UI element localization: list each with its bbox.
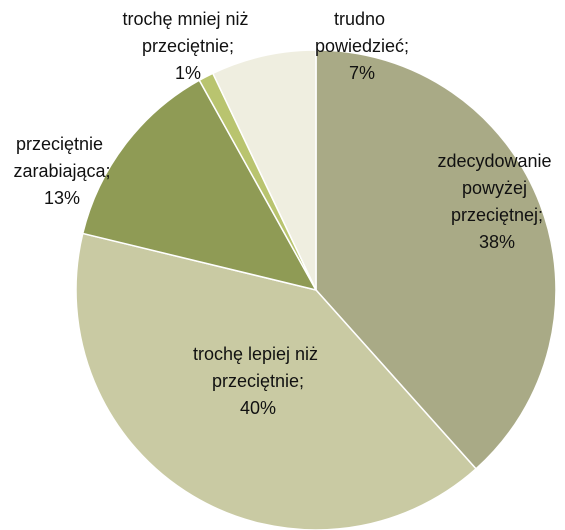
slice-label: trochę mniej niż przeciętnie;: [122, 9, 253, 56]
value-label: 13%: [44, 188, 80, 208]
pie-slice: [81, 79, 318, 292]
value-label: 7%: [349, 63, 375, 83]
pie-slice: [315, 49, 557, 470]
pie-slice: [75, 232, 478, 530]
slice-label: zdecydowanie powyżej przeciętnej;: [437, 151, 556, 225]
slice-label: przeciętnie zarabiająca;: [13, 134, 110, 181]
slice-label: trudno powiedzieć;: [315, 9, 409, 56]
value-label: 40%: [240, 398, 276, 418]
value-label: 1%: [175, 63, 201, 83]
pie-slice: [211, 49, 317, 291]
value-label: 38%: [479, 232, 515, 252]
slice-label: trochę lepiej niż przeciętnie;: [193, 344, 323, 391]
